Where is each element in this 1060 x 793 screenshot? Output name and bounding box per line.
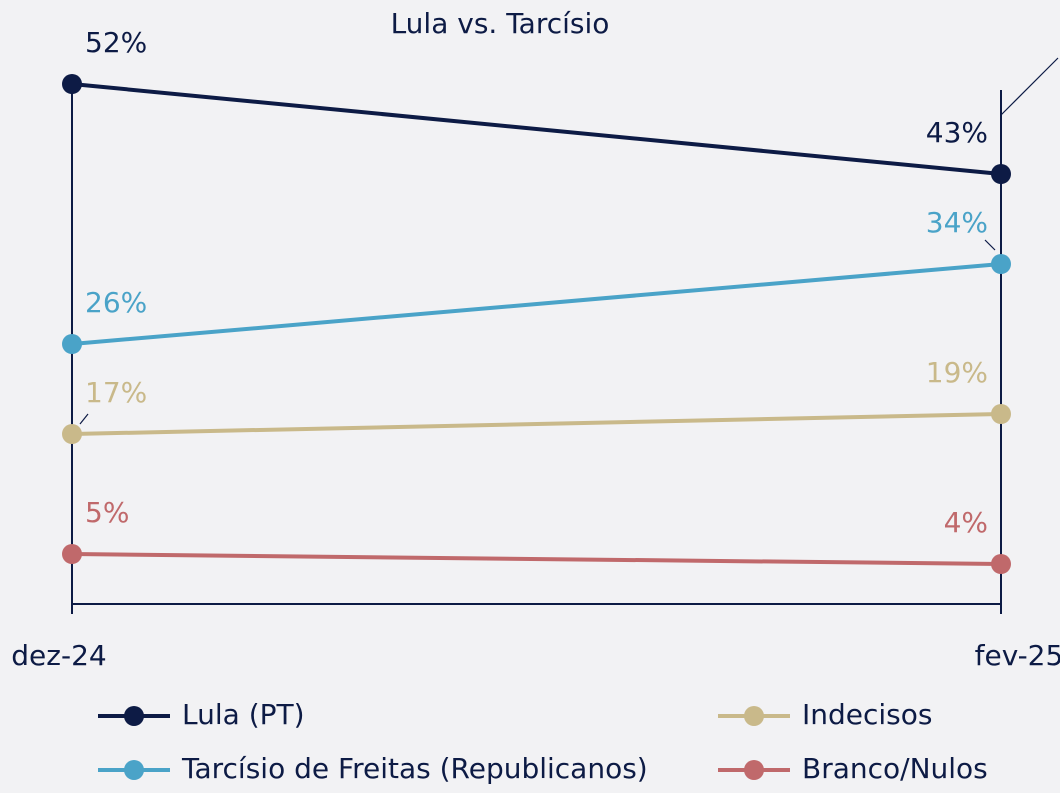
data-point [991, 164, 1011, 184]
data-label: 17% [85, 376, 147, 409]
legend-marker [124, 706, 144, 726]
leader-line [984, 239, 996, 251]
legend-marker [124, 760, 144, 780]
data-label: 5% [85, 496, 129, 529]
leader-line [1000, 57, 1059, 116]
series-line [71, 82, 1002, 176]
legend-label: Indecisos [802, 698, 932, 731]
chart-title: Lula vs. Tarcísio [391, 7, 610, 40]
data-label: 52% [85, 26, 147, 59]
series-line [71, 262, 1002, 346]
legend-label: Branco/Nulos [802, 752, 988, 785]
data-label: 26% [85, 286, 147, 319]
data-point [62, 334, 82, 354]
series-line [71, 412, 1002, 436]
data-label: 4% [944, 506, 988, 539]
data-label: 34% [926, 206, 988, 239]
x-tick-label: fev-25 [975, 639, 1060, 672]
data-point [991, 254, 1011, 274]
legend-label: Tarcísio de Freitas (Republicanos) [181, 752, 648, 785]
x-tick-label: dez-24 [11, 639, 106, 672]
data-point [991, 404, 1011, 424]
data-label: 43% [926, 116, 988, 149]
legend-label: Lula (PT) [182, 698, 305, 731]
series-line [71, 552, 1002, 566]
data-point [62, 544, 82, 564]
data-point [62, 74, 82, 94]
legend-marker [744, 760, 764, 780]
data-label: 19% [926, 356, 988, 389]
leader-line [79, 413, 89, 425]
legend-marker [744, 706, 764, 726]
data-point [62, 424, 82, 444]
data-point [991, 554, 1011, 574]
